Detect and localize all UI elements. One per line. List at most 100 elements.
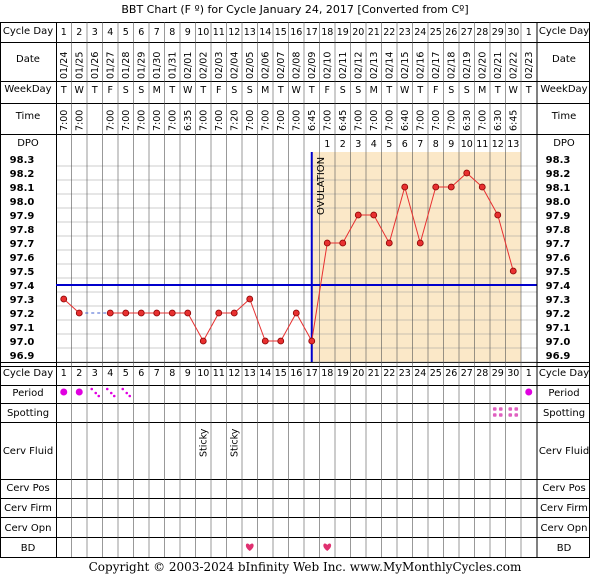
row-label-period-left: Period — [12, 388, 43, 399]
temp-tick-label-left: 96.9 — [10, 351, 35, 362]
time-label: 7:00 — [384, 110, 395, 131]
temp-tick-label-right: 97.7 — [546, 239, 571, 250]
dpo-label: 8 — [433, 139, 439, 150]
weekday-label: T — [277, 85, 284, 96]
cycle-day-label-bottom: 29 — [492, 368, 504, 379]
temp-tick-label-left: 97.7 — [10, 239, 35, 250]
cycle-day-label-bottom: 24 — [414, 368, 426, 379]
temp-line-segment — [311, 242, 328, 342]
date-label: 02/10 — [322, 52, 333, 79]
cycle-day-label: 17 — [306, 27, 318, 38]
weekday-label: T — [91, 85, 98, 96]
time-label: 7:00 — [446, 110, 457, 131]
row-label-dpo-right: DPO — [553, 138, 575, 149]
row-label-cerv-fluid-right: Cerv Fluid — [539, 446, 589, 457]
cerv-fluid-label: Sticky — [229, 428, 240, 457]
temp-line-segment — [419, 186, 437, 244]
temp-line-segment — [187, 312, 204, 342]
temp-tick-label-left: 97.5 — [10, 267, 35, 278]
cycle-day-label-bottom: 27 — [461, 368, 473, 379]
temp-tick-label-left: 97.3 — [10, 295, 35, 306]
spotting-dot — [498, 407, 503, 411]
cycle-day-label-bottom: 4 — [107, 368, 113, 379]
date-label: 02/01 — [183, 52, 194, 79]
time-label: 6:45 — [508, 110, 519, 131]
cerv-fluid-label: Sticky — [198, 428, 209, 457]
date-label: 01/28 — [121, 52, 132, 79]
cycle-day-label-bottom: 8 — [169, 368, 175, 379]
temp-point — [153, 309, 161, 317]
grid-layer — [0, 22, 590, 558]
weekday-label: T — [168, 85, 175, 96]
period-light-dot — [94, 391, 98, 395]
time-label: 7:00 — [291, 110, 302, 131]
row-label-spotting-left: Spotting — [7, 408, 49, 419]
temp-tick-label-right: 97.2 — [546, 309, 571, 320]
temp-point — [137, 309, 145, 317]
date-label: 02/06 — [260, 52, 271, 79]
cycle-day-label-bottom: 2 — [76, 368, 82, 379]
temp-point — [75, 309, 83, 317]
cycle-day-label: 4 — [107, 27, 113, 38]
date-label: 02/20 — [477, 52, 488, 79]
weekday-label: S — [231, 85, 237, 96]
cycle-day-label: 23 — [399, 27, 411, 38]
temp-point — [199, 337, 207, 345]
cycle-day-label: 1 — [526, 27, 532, 38]
cycle-day-label: 5 — [123, 27, 129, 38]
weekday-label: M — [153, 85, 161, 96]
temp-point — [323, 239, 331, 247]
period-light-dot — [109, 391, 113, 395]
spotting-dot — [514, 407, 519, 411]
date-label: 02/05 — [245, 52, 256, 79]
weekday-label: M — [261, 85, 269, 96]
row-label-cycle-day-right: Cycle Day — [539, 26, 589, 37]
cycle-day-label-bottom: 5 — [123, 368, 129, 379]
date-label: 01/29 — [136, 52, 147, 79]
temp-tick-label-left: 98.1 — [10, 183, 35, 194]
time-label: 6:45 — [338, 110, 349, 131]
cycle-day-label: 3 — [92, 27, 98, 38]
cycle-day-label-bottom: 3 — [92, 368, 98, 379]
temp-point — [385, 239, 393, 247]
time-label: 7:00 — [74, 110, 85, 131]
time-label: 7:00 — [105, 110, 116, 131]
weekday-label: M — [370, 85, 378, 96]
row-label-weekday-left: WeekDay — [4, 84, 51, 95]
temp-tick-label-right: 97.6 — [546, 253, 571, 264]
time-label: 7:00 — [477, 110, 488, 131]
date-label: 02/07 — [276, 52, 287, 79]
cycle-day-label: 30 — [507, 27, 519, 38]
temp-point — [509, 267, 517, 275]
date-label: 02/09 — [307, 52, 318, 79]
spotting-dot — [514, 413, 519, 417]
weekday-label: S — [464, 85, 470, 96]
temp-point — [416, 239, 424, 247]
luteal-phase-shading — [311, 152, 521, 362]
time-label: 7:00 — [59, 110, 70, 131]
dpo-label: 3 — [355, 139, 361, 150]
temp-tick-label-right: 98.1 — [546, 183, 571, 194]
time-label: 7:20 — [229, 110, 240, 131]
temp-line-segment — [63, 298, 80, 314]
cycle-day-label: 2 — [76, 27, 82, 38]
temp-tick-label-right: 97.0 — [546, 337, 571, 348]
weekday-label: T — [416, 85, 423, 96]
weekday-label: T — [385, 85, 392, 96]
cycle-day-label-bottom: 11 — [213, 368, 225, 379]
spotting-dot — [508, 413, 513, 417]
cycle-day-label-bottom: 28 — [476, 368, 488, 379]
cycle-day-label: 28 — [476, 27, 488, 38]
temp-point — [308, 337, 316, 345]
dpo-label: 5 — [386, 139, 392, 150]
date-label: 01/24 — [59, 52, 70, 79]
period-heavy-dot — [75, 388, 83, 396]
cell-values: 98.3 98.3 98.2 98.2 98.1 98.1 98.0 98.0 97.9 97.9… — [10, 27, 571, 379]
row-label-spotting-right: Spotting — [543, 408, 585, 419]
chart-title: BBT Chart (F º) for Cycle January 24, 20… — [121, 3, 468, 16]
weekday-label: S — [138, 85, 144, 96]
temp-line-segment — [202, 312, 220, 342]
time-label: 7:00 — [121, 110, 132, 131]
time-label: 6:40 — [400, 110, 411, 131]
temp-line-segment — [404, 186, 421, 244]
